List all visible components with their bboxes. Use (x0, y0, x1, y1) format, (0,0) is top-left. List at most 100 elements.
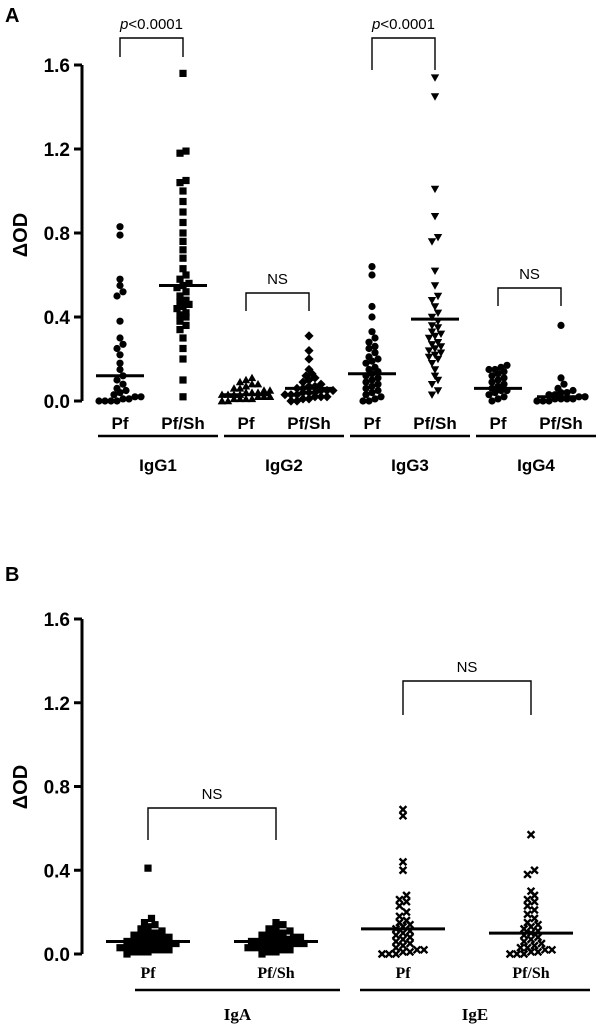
data-point (430, 303, 440, 311)
data-point (362, 384, 370, 392)
data-point (433, 376, 443, 385)
category-label: Pf/Sh (161, 414, 204, 433)
data-point (125, 395, 133, 403)
data-point (402, 916, 411, 925)
data-point (540, 945, 550, 955)
data-point (427, 341, 437, 349)
data-point (182, 147, 190, 155)
data-point (241, 394, 251, 403)
data-point (272, 929, 280, 937)
data-point (430, 282, 440, 290)
data-point (113, 292, 121, 300)
data-point (424, 353, 434, 362)
data-point (247, 394, 257, 403)
data-point (151, 921, 159, 929)
data-point (265, 392, 275, 400)
data-point (107, 397, 115, 405)
data-point (131, 393, 139, 401)
data-point (272, 923, 280, 931)
data-point (280, 390, 290, 400)
data-point (391, 943, 401, 952)
data-point (398, 947, 408, 957)
data-point (151, 929, 159, 937)
data-point (500, 374, 508, 382)
data-point (368, 389, 376, 397)
data-point (182, 313, 190, 321)
data-point (519, 937, 529, 946)
data-point (436, 330, 446, 338)
data-point (377, 949, 387, 959)
data-point (430, 185, 440, 194)
data-point (235, 384, 245, 392)
data-point (300, 939, 308, 948)
data-point (419, 945, 429, 955)
data-point (265, 942, 273, 950)
group-label: IgG4 (517, 456, 555, 475)
data-point (258, 950, 266, 958)
data-point (427, 328, 437, 336)
data-point (113, 376, 121, 384)
data-point (265, 931, 273, 939)
data-point (176, 292, 184, 300)
data-point (374, 386, 382, 395)
category-label: Pf/Sh (413, 414, 456, 433)
y-axis-label-a: ΔOD (10, 213, 32, 257)
data-point (229, 394, 239, 403)
data-point (268, 935, 277, 943)
data-point (182, 309, 190, 317)
data-point (405, 933, 415, 942)
data-point (485, 391, 493, 399)
data-point (488, 372, 496, 380)
group-label: IgA (224, 1005, 252, 1024)
data-point (116, 351, 124, 359)
data-point (427, 313, 437, 322)
data-point (286, 396, 296, 406)
data-point (322, 392, 332, 402)
data-point (560, 380, 568, 388)
data-point (165, 933, 173, 941)
data-point (304, 354, 314, 364)
data-point (430, 332, 440, 341)
data-point (179, 376, 187, 384)
data-point (427, 297, 437, 305)
data-point (377, 393, 385, 401)
data-point (362, 378, 370, 386)
data-point (488, 397, 496, 405)
panel-letter-b: B (5, 564, 19, 586)
data-point (272, 942, 280, 950)
data-point (365, 397, 373, 405)
data-point (179, 197, 187, 206)
category-label: Pf (140, 965, 156, 982)
data-point (279, 921, 287, 929)
data-point (368, 302, 376, 311)
data-point (526, 830, 536, 839)
data-point (537, 939, 546, 948)
data-point (293, 939, 301, 948)
data-point (158, 946, 166, 954)
data-point (533, 920, 543, 929)
data-point (119, 340, 127, 348)
data-point (365, 365, 373, 374)
data-point (523, 895, 532, 904)
data-point (275, 935, 284, 943)
data-point (436, 349, 446, 357)
data-point (523, 918, 532, 927)
data-point (374, 355, 382, 363)
data-point (368, 263, 376, 271)
data-point (179, 302, 187, 311)
data-point (176, 311, 184, 319)
data-point (119, 288, 127, 296)
data-point (182, 271, 190, 279)
data-point (433, 292, 443, 301)
data-point (179, 187, 187, 195)
data-point (433, 309, 443, 317)
data-point (144, 935, 152, 943)
data-point (282, 935, 291, 943)
significance-label: p<0.0001 (371, 16, 435, 33)
data-point (116, 275, 124, 283)
data-point (119, 380, 127, 388)
data-point (500, 393, 508, 401)
data-point (113, 397, 121, 405)
data-point (430, 372, 440, 380)
data-point (286, 927, 294, 935)
